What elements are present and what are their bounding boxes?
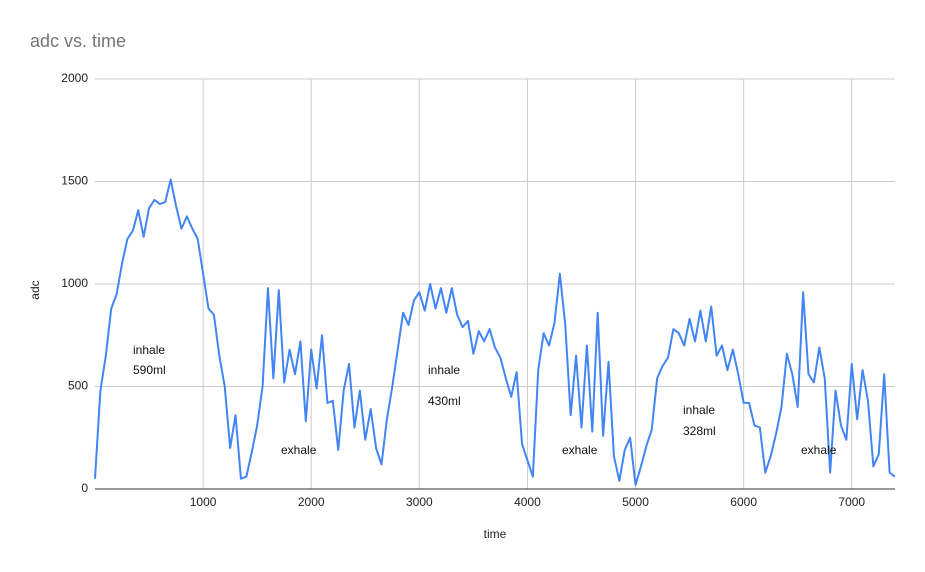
annotation: inhale — [133, 343, 165, 357]
annotation: inhale — [683, 403, 715, 417]
x-tick-label: 7000 — [838, 495, 865, 509]
x-tick-label: 5000 — [622, 495, 649, 509]
y-tick-label: 1000 — [61, 276, 88, 290]
x-tick-label: 1000 — [190, 495, 217, 509]
x-axis-label: time — [484, 527, 507, 541]
y-tick-label: 0 — [81, 481, 88, 495]
annotation: 590ml — [133, 363, 166, 377]
annotation: exhale — [281, 443, 317, 457]
x-tick-label: 3000 — [406, 495, 433, 509]
x-tick-label: 4000 — [514, 495, 541, 509]
y-tick-label: 500 — [68, 379, 88, 393]
annotation: 430ml — [428, 394, 461, 408]
annotation: inhale — [428, 363, 460, 377]
y-axis-label: adc — [28, 280, 42, 299]
annotation: 328ml — [683, 424, 716, 438]
x-tick-label: 2000 — [298, 495, 325, 509]
chart-title: adc vs. time — [30, 31, 126, 51]
annotation: exhale — [801, 443, 837, 457]
y-tick-label: 1500 — [61, 174, 88, 188]
x-tick-label: 6000 — [730, 495, 757, 509]
data-line — [94, 178, 896, 486]
annotation: exhale — [562, 443, 598, 457]
y-tick-label: 2000 — [61, 71, 88, 85]
